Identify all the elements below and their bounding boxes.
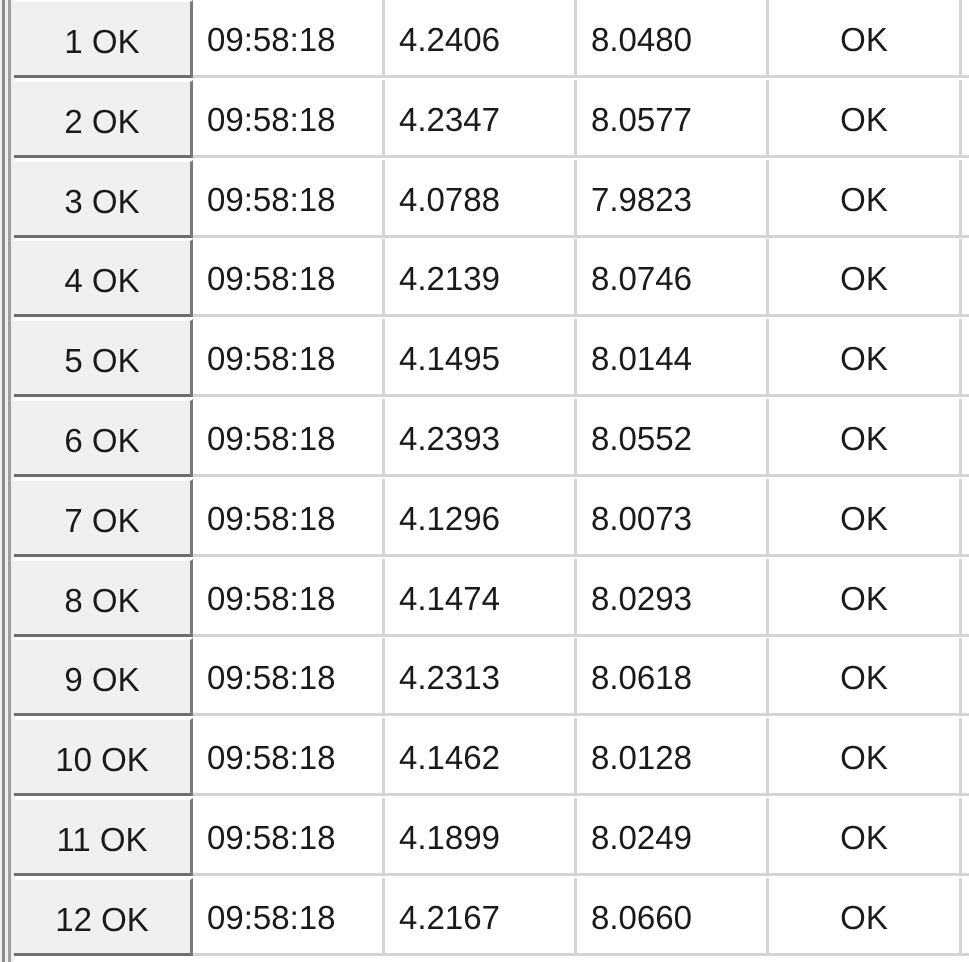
table-row[interactable]: 9 OK 09:58:18 4.2313 8.0618 OK bbox=[14, 638, 969, 718]
time-cell[interactable]: 09:58:18 bbox=[193, 798, 385, 876]
status-cell[interactable]: OK bbox=[769, 239, 962, 318]
table-row[interactable]: 6 OK 09:58:18 4.2393 8.0552 OK bbox=[14, 399, 969, 479]
table-row[interactable]: 5 OK 09:58:18 4.1495 8.0144 OK bbox=[14, 319, 969, 399]
value1-cell[interactable]: 4.1462 bbox=[385, 718, 577, 797]
value2-cell[interactable]: 8.0660 bbox=[577, 877, 769, 956]
next-column-cell[interactable] bbox=[962, 479, 969, 557]
table-row[interactable]: 10 OK 09:58:18 4.1462 8.0128 OK bbox=[14, 718, 969, 798]
value1-cell[interactable]: 4.2406 bbox=[385, 0, 577, 78]
row-header[interactable]: 1 OK bbox=[14, 0, 193, 78]
value2-cell[interactable]: 8.0249 bbox=[577, 798, 769, 876]
table-row[interactable]: 2 OK 09:58:18 4.2347 8.0577 OK bbox=[14, 79, 969, 160]
row-header[interactable]: 12 OK bbox=[14, 877, 193, 956]
next-column-cell[interactable] bbox=[962, 319, 969, 398]
value1-cell[interactable]: 4.2167 bbox=[385, 877, 577, 956]
status-cell[interactable]: OK bbox=[769, 877, 962, 956]
row-header[interactable]: 11 OK bbox=[14, 798, 193, 876]
next-column-cell[interactable] bbox=[962, 399, 969, 477]
row-header[interactable]: 10 OK bbox=[14, 718, 193, 797]
row-header[interactable]: 7 OK bbox=[14, 478, 193, 557]
value2-cell[interactable]: 8.0552 bbox=[577, 399, 769, 477]
next-column-cell[interactable] bbox=[962, 160, 969, 238]
table-row[interactable]: 8 OK 09:58:18 4.1474 8.0293 OK bbox=[14, 558, 969, 639]
value1-cell[interactable]: 4.2139 bbox=[385, 239, 577, 318]
time-cell[interactable]: 09:58:18 bbox=[193, 638, 385, 717]
table-left-border bbox=[0, 0, 14, 962]
time-cell[interactable]: 09:58:18 bbox=[193, 399, 385, 477]
value1-cell[interactable]: 4.1474 bbox=[385, 558, 577, 637]
time-cell[interactable]: 09:58:18 bbox=[193, 0, 385, 78]
time-cell[interactable]: 09:58:18 bbox=[193, 319, 385, 398]
value1-cell[interactable]: 4.2313 bbox=[385, 638, 577, 717]
value1-cell[interactable]: 4.1296 bbox=[385, 478, 577, 557]
value1-cell[interactable]: 4.1899 bbox=[385, 798, 577, 876]
status-cell[interactable]: OK bbox=[769, 638, 962, 717]
value2-cell[interactable]: 8.0577 bbox=[577, 79, 769, 158]
time-cell[interactable]: 09:58:18 bbox=[193, 159, 385, 238]
row-header[interactable]: 8 OK bbox=[14, 558, 193, 637]
next-column-cell[interactable] bbox=[962, 798, 969, 876]
next-column-cell[interactable] bbox=[962, 718, 969, 797]
value2-cell[interactable]: 8.0618 bbox=[577, 638, 769, 717]
next-column-cell[interactable] bbox=[962, 638, 969, 717]
status-cell[interactable]: OK bbox=[769, 798, 962, 876]
next-column-cell[interactable] bbox=[962, 0, 969, 78]
status-cell[interactable]: OK bbox=[769, 718, 962, 797]
status-cell[interactable]: OK bbox=[769, 79, 962, 158]
row-header[interactable]: 6 OK bbox=[14, 399, 193, 477]
table-row[interactable]: 11 OK 09:58:18 4.1899 8.0249 OK bbox=[14, 798, 969, 878]
table-row[interactable]: 7 OK 09:58:18 4.1296 8.0073 OK bbox=[14, 478, 969, 559]
time-cell[interactable]: 09:58:18 bbox=[193, 558, 385, 637]
value2-cell[interactable]: 8.0480 bbox=[577, 0, 769, 78]
status-cell[interactable]: OK bbox=[769, 159, 962, 238]
status-cell[interactable]: OK bbox=[769, 319, 962, 398]
table-row[interactable]: 1 OK 09:58:18 4.2406 8.0480 OK bbox=[14, 0, 969, 80]
next-column-cell[interactable] bbox=[962, 239, 969, 318]
row-header[interactable]: 3 OK bbox=[14, 159, 193, 238]
value2-cell[interactable]: 7.9823 bbox=[577, 159, 769, 238]
status-cell[interactable]: OK bbox=[769, 0, 962, 78]
next-column-cell[interactable] bbox=[962, 559, 969, 637]
time-cell[interactable]: 09:58:18 bbox=[193, 877, 385, 956]
time-cell[interactable]: 09:58:18 bbox=[193, 718, 385, 797]
table-row[interactable]: 3 OK 09:58:18 4.0788 7.9823 OK bbox=[14, 159, 969, 240]
value1-cell[interactable]: 4.2393 bbox=[385, 399, 577, 477]
value1-cell[interactable]: 4.0788 bbox=[385, 159, 577, 238]
next-column-cell[interactable] bbox=[962, 878, 969, 956]
table-row[interactable]: 12 OK 09:58:18 4.2167 8.0660 OK bbox=[14, 877, 969, 958]
status-cell[interactable]: OK bbox=[769, 558, 962, 637]
time-cell[interactable]: 09:58:18 bbox=[193, 239, 385, 318]
status-cell[interactable]: OK bbox=[769, 399, 962, 477]
next-column-cell[interactable] bbox=[962, 80, 969, 158]
row-header[interactable]: 5 OK bbox=[14, 319, 193, 398]
row-header[interactable]: 2 OK bbox=[14, 79, 193, 158]
time-cell[interactable]: 09:58:18 bbox=[193, 478, 385, 557]
status-cell[interactable]: OK bbox=[769, 478, 962, 557]
time-cell[interactable]: 09:58:18 bbox=[193, 79, 385, 158]
value2-cell[interactable]: 8.0144 bbox=[577, 319, 769, 398]
row-header[interactable]: 4 OK bbox=[14, 239, 193, 318]
value2-cell[interactable]: 8.0293 bbox=[577, 558, 769, 637]
row-header[interactable]: 9 OK bbox=[14, 638, 193, 717]
table-row[interactable]: 4 OK 09:58:18 4.2139 8.0746 OK bbox=[14, 239, 969, 319]
value1-cell[interactable]: 4.1495 bbox=[385, 319, 577, 398]
value2-cell[interactable]: 8.0073 bbox=[577, 478, 769, 557]
value1-cell[interactable]: 4.2347 bbox=[385, 79, 577, 158]
value2-cell[interactable]: 8.0128 bbox=[577, 718, 769, 797]
value2-cell[interactable]: 8.0746 bbox=[577, 239, 769, 318]
